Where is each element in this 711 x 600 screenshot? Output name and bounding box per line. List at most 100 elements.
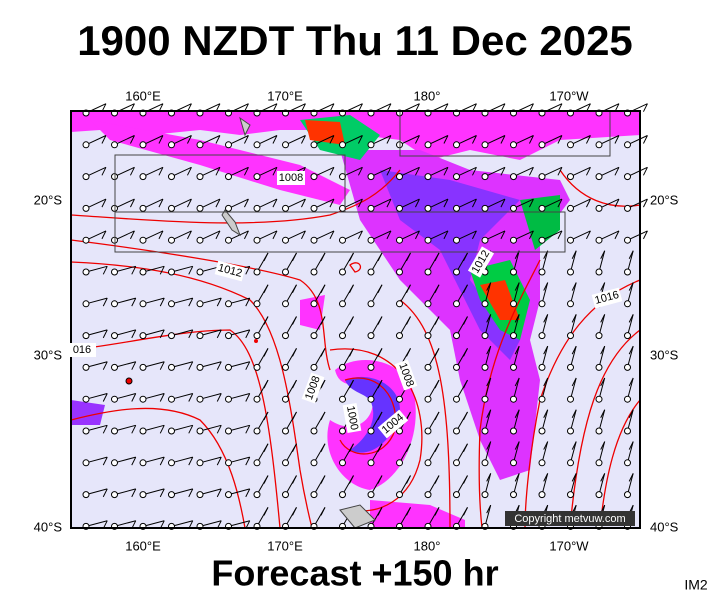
wind-barb [256, 135, 278, 146]
wind-barb-feather [102, 361, 108, 370]
wind-barb-feather [216, 488, 222, 498]
wind-barb-feather [486, 504, 492, 514]
wind-station [424, 173, 432, 181]
wind-barb-feather [215, 230, 221, 240]
wind-barb-feather [129, 230, 135, 240]
wind-barb [570, 314, 577, 336]
wind-barb [484, 346, 492, 368]
wind-barb [85, 135, 107, 146]
wind-barb-feather [628, 282, 634, 291]
wind-barb [171, 361, 193, 368]
wind-station [168, 204, 175, 212]
wind-barb-feather [320, 316, 326, 325]
isobar-label-box [377, 409, 409, 439]
isobar-label: 1000 [344, 405, 360, 431]
wind-barb [570, 282, 577, 304]
wind-barb [541, 377, 549, 400]
wind-barb-feather [245, 456, 251, 466]
wind-barb-feather [263, 411, 269, 421]
wind-barb-feather [188, 297, 194, 307]
wind-barb-feather [159, 266, 165, 275]
wind-barb-feather [131, 329, 137, 339]
wind-barb-feather [188, 393, 194, 402]
wind-barb-feather [292, 475, 297, 484]
wind-station [82, 173, 90, 181]
wind-barb [228, 424, 250, 432]
wind-barb [85, 456, 108, 464]
wind-barb [456, 230, 477, 241]
wind-barb-feather [514, 473, 520, 482]
wind-barb-feather [377, 443, 383, 452]
wind-barb-feather [357, 135, 363, 144]
wind-barb [598, 250, 606, 273]
wind-barb [199, 361, 222, 368]
wind-barb-feather [443, 167, 449, 176]
wind-barb [484, 505, 492, 527]
wind-barb [399, 135, 420, 146]
wind-station [339, 236, 346, 244]
wind-station [424, 332, 432, 340]
wind-barb-feather [471, 198, 477, 208]
wind-station [624, 427, 631, 435]
wind-barb-feather [406, 348, 411, 357]
wind-barb [228, 166, 249, 178]
wind-barb-feather [614, 230, 620, 240]
wind-barb [199, 424, 222, 432]
wind-barb-feather [585, 167, 591, 176]
wind-station [510, 204, 517, 212]
wind-barb [370, 198, 392, 209]
wind-barb-feather [600, 409, 606, 418]
wind-barb [627, 314, 634, 336]
wind-station [168, 491, 175, 499]
wind-station [310, 204, 318, 212]
wind-station [424, 204, 432, 212]
wind-station [111, 491, 118, 499]
wind-barb-feather [129, 167, 135, 176]
wind-station [396, 459, 403, 467]
wind-barb-feather [263, 284, 269, 293]
wind-barb-feather [188, 361, 194, 370]
wind-station [481, 204, 489, 212]
left-lat-label: 20°S [34, 192, 63, 207]
right-lat-label: 40°S [650, 519, 679, 534]
wind-station [82, 300, 90, 308]
wind-barb-feather [243, 230, 249, 240]
wind-station [453, 491, 460, 499]
wind-barb-feather [377, 379, 383, 389]
wind-barb-feather [377, 316, 383, 325]
wind-barb-feather [514, 441, 520, 450]
wind-barb-feather [585, 198, 591, 208]
isobar-label-box [342, 402, 362, 434]
wind-station [424, 427, 432, 435]
wind-station [567, 141, 574, 149]
wind-barb [541, 230, 563, 241]
wind-barb-feather [102, 393, 108, 402]
wind-barb-feather [349, 443, 354, 452]
wind-barb [627, 230, 648, 241]
wind-barb-feather [349, 252, 354, 262]
wind-station [139, 395, 147, 403]
wind-station [367, 300, 375, 308]
wind-station [538, 236, 546, 244]
isobar-label-box [68, 343, 96, 357]
wind-station [310, 332, 318, 340]
wind-barb-feather [188, 456, 194, 466]
wind-station [225, 141, 232, 149]
wind-station [339, 363, 346, 371]
wind-barb-feather [245, 329, 251, 339]
wind-barb [228, 329, 250, 337]
wind-barb [598, 473, 606, 495]
wind-barb-feather [263, 379, 269, 389]
wind-barb [85, 424, 108, 432]
wind-station [595, 332, 603, 340]
wind-barb [370, 230, 392, 241]
wind-station [196, 427, 204, 435]
wind-barb [313, 198, 335, 209]
wind-barb-feather [245, 361, 251, 370]
wind-station [253, 300, 261, 308]
wind-station [481, 173, 489, 181]
wind-barb [142, 488, 165, 496]
wind-barb-feather [642, 198, 648, 208]
wind-station [567, 173, 574, 181]
wind-barb-feather [463, 252, 468, 262]
